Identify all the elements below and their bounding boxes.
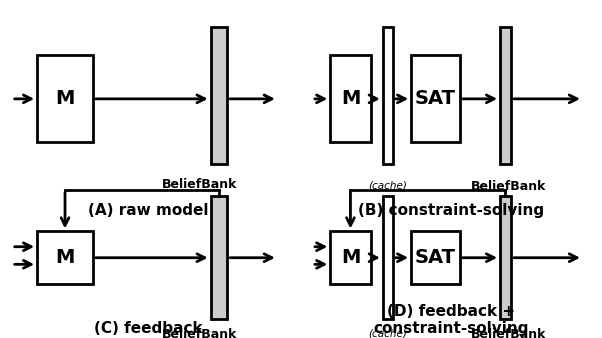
Bar bbox=[330, 231, 371, 284]
Text: M: M bbox=[55, 248, 75, 267]
Text: BeliefBank: BeliefBank bbox=[470, 328, 546, 338]
Text: BeliefBank: BeliefBank bbox=[162, 328, 237, 338]
Text: BeliefBank: BeliefBank bbox=[162, 178, 237, 191]
Text: (cache): (cache) bbox=[368, 328, 408, 338]
Text: (C) feedback: (C) feedback bbox=[95, 321, 203, 336]
Text: SAT: SAT bbox=[415, 248, 456, 267]
Bar bbox=[383, 196, 393, 319]
Bar bbox=[500, 196, 511, 319]
Bar bbox=[330, 55, 371, 142]
Text: BeliefBank: BeliefBank bbox=[470, 180, 546, 193]
Bar bbox=[37, 231, 93, 284]
Bar bbox=[37, 55, 93, 142]
Text: SAT: SAT bbox=[415, 89, 456, 108]
Bar bbox=[500, 27, 511, 164]
Text: M: M bbox=[341, 89, 360, 108]
Bar bbox=[411, 231, 459, 284]
Text: (cache): (cache) bbox=[368, 180, 408, 190]
Bar bbox=[211, 27, 228, 164]
Text: (B) constraint-solving: (B) constraint-solving bbox=[358, 203, 545, 218]
Text: M: M bbox=[55, 89, 75, 108]
Text: (D) feedback +
constraint-solving: (D) feedback + constraint-solving bbox=[374, 304, 529, 336]
Text: M: M bbox=[341, 248, 360, 267]
Text: (A) raw model: (A) raw model bbox=[88, 203, 209, 218]
Bar bbox=[211, 196, 228, 319]
Bar bbox=[383, 27, 393, 164]
Bar bbox=[411, 55, 459, 142]
